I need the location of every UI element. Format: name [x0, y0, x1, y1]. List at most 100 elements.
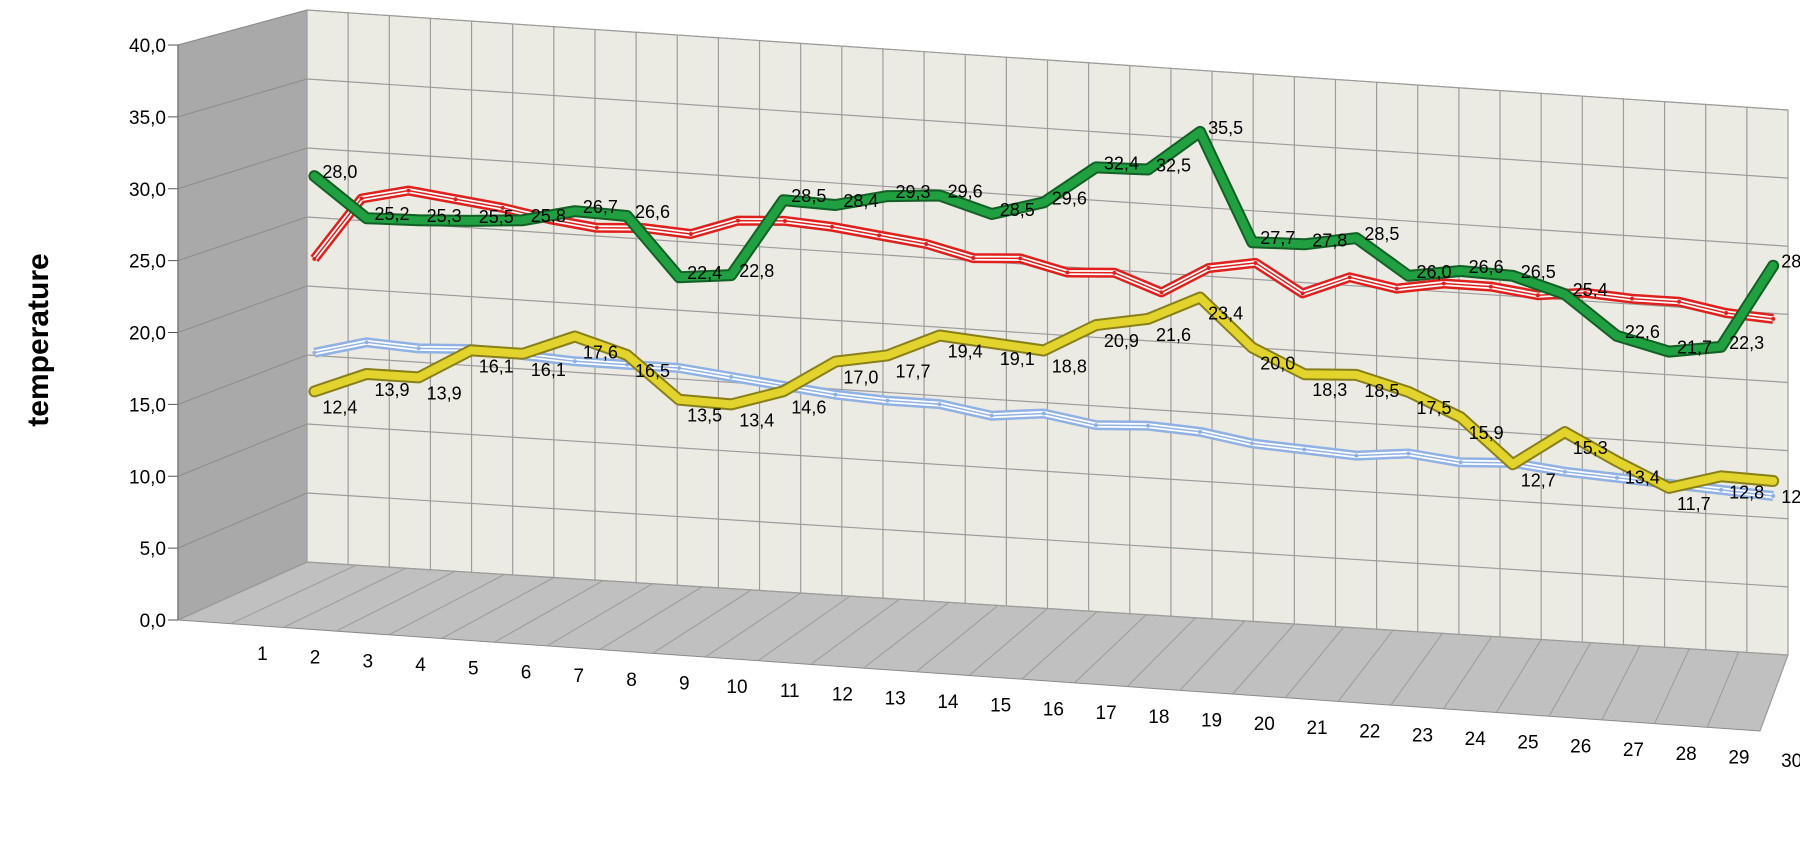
x-tick-label: 25 — [1517, 733, 1538, 754]
series-1-point — [1093, 423, 1098, 428]
floor-line — [757, 595, 851, 662]
floor-line — [599, 586, 703, 651]
x-tick-label: 27 — [1623, 740, 1644, 761]
series-0-point — [406, 188, 411, 193]
floor-line — [230, 564, 357, 625]
side-grid-line — [177, 78, 308, 118]
series-2-data-label: 25,3 — [427, 206, 462, 226]
series-2-data-label: 28,0 — [322, 162, 357, 182]
x-tick-label: 21 — [1306, 718, 1327, 739]
series-2-point — [1666, 349, 1671, 354]
series-1-point — [1198, 429, 1203, 434]
series-1-point — [1458, 460, 1463, 465]
x-tick-label: 24 — [1465, 729, 1487, 750]
series-3-data-label: 13,4 — [739, 410, 774, 430]
series-2-point — [781, 198, 786, 203]
floor-line — [863, 601, 950, 669]
series-3-data-label: 13,9 — [375, 380, 410, 400]
side-grid-line — [177, 354, 308, 405]
series-3-data-label: 19,1 — [1000, 349, 1035, 369]
x-tick-label: 8 — [626, 670, 637, 691]
series-3-point — [1510, 462, 1515, 467]
y-axis-title: temperature — [22, 253, 55, 426]
floor-line — [1285, 626, 1345, 699]
series-0-point — [1300, 291, 1305, 296]
series-0-point — [1630, 296, 1635, 301]
series-2-data-label: 28,5 — [1000, 200, 1035, 220]
series-2-data-label: 22,8 — [739, 261, 774, 281]
series-0-point — [1394, 286, 1399, 291]
series-1-point — [1406, 451, 1411, 456]
side-grid-line — [177, 285, 308, 333]
series-2-point — [1250, 240, 1255, 245]
series-1-point — [1614, 475, 1619, 480]
side-grid-line — [177, 147, 308, 190]
side-grid-line — [177, 9, 308, 46]
series-3-point — [1666, 485, 1671, 490]
series-0-point — [1018, 256, 1023, 261]
series-0-point — [359, 196, 364, 201]
series-3-point — [1302, 372, 1307, 377]
series-2-point — [1614, 333, 1619, 338]
series-0-point — [312, 256, 317, 261]
series-1-point — [1145, 423, 1150, 428]
x-tick-label: 11 — [780, 681, 800, 702]
series-3-data-label: 12,8 — [1729, 482, 1764, 502]
x-tick-label: 14 — [937, 692, 959, 713]
series-0-point — [782, 218, 787, 223]
floor-line — [177, 561, 308, 621]
series-0-point — [1582, 290, 1587, 295]
floor-line — [546, 583, 653, 647]
axes: 0,05,010,015,020,025,030,035,040,01 2 3 4 5 6… — [129, 36, 1800, 772]
series-2-point — [416, 218, 421, 223]
floor-line — [1654, 648, 1690, 724]
floor-line — [705, 592, 801, 658]
series-0-point — [1112, 270, 1117, 275]
series-3-point — [1614, 459, 1619, 464]
series-3-point — [312, 389, 317, 394]
side-grid-line — [177, 492, 308, 549]
floor-line — [915, 605, 999, 673]
series-0-point — [1065, 270, 1070, 275]
series-1-point — [1302, 447, 1307, 452]
side-grid-line — [177, 216, 308, 262]
floor-line — [283, 567, 406, 628]
floor-line — [335, 570, 456, 632]
series-3-point — [1041, 348, 1046, 353]
y-tick-label: 35,0 — [129, 108, 166, 129]
x-tick-label: 6 — [521, 662, 532, 683]
series-3-data-label: 17,0 — [843, 368, 878, 388]
series-0-point — [1488, 284, 1493, 289]
y-tick-label: 40,0 — [129, 36, 166, 57]
series-2-data-label: 26,6 — [635, 202, 670, 222]
series-2-data-label: 35,5 — [1208, 118, 1243, 138]
floor-line — [968, 608, 1048, 676]
series-3-point — [625, 353, 630, 358]
series-2-point — [677, 275, 682, 280]
series-2-point — [468, 218, 473, 223]
series-3-point — [364, 372, 369, 377]
series-0-point — [1677, 299, 1682, 304]
series-1-point — [312, 350, 317, 355]
series-3-data-label: 12,7 — [1781, 487, 1800, 507]
series-3-point — [729, 402, 734, 407]
floor-line — [1232, 623, 1295, 695]
series-3-data-label: 23,4 — [1208, 304, 1243, 324]
series-3-point — [416, 375, 421, 380]
series-0-point — [453, 197, 458, 202]
floor-line — [810, 598, 900, 665]
series-1-point — [729, 374, 734, 379]
floor-line — [1390, 633, 1443, 706]
series-0-point — [594, 225, 599, 230]
series-2-point — [1771, 263, 1776, 268]
series-2-data-label: 29,6 — [948, 181, 983, 201]
series-2-point — [1406, 273, 1411, 278]
series-3-data-label: 20,0 — [1260, 354, 1295, 374]
series-0-point — [735, 218, 740, 223]
series-3-point — [885, 353, 890, 358]
x-tick-label: 3 — [363, 651, 374, 672]
series-0-point — [500, 205, 505, 210]
series-0-point — [1535, 293, 1540, 298]
floor-line — [1548, 642, 1591, 717]
